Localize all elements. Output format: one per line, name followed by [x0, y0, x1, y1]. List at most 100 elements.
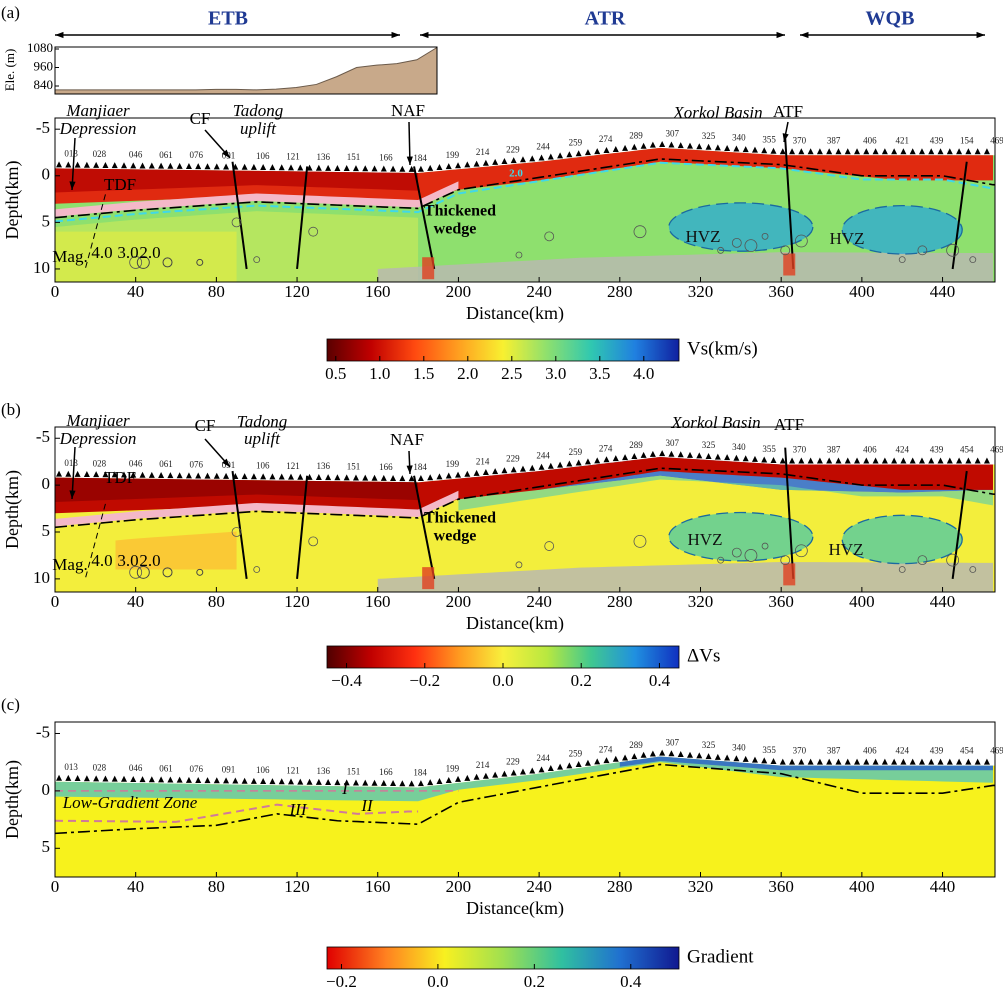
station-marker — [204, 777, 211, 784]
station-label: 370 — [793, 445, 807, 455]
station-marker — [826, 148, 833, 155]
station-marker — [510, 466, 517, 473]
station-marker — [742, 455, 749, 462]
y-axis-label: Ele. (m) — [2, 49, 17, 92]
colorbar-tick-label: −0.2 — [326, 972, 357, 991]
station-marker — [501, 467, 508, 474]
station-marker — [120, 162, 127, 169]
station-marker — [928, 758, 935, 765]
station-label: 199 — [446, 459, 460, 469]
station-marker — [742, 146, 749, 153]
hvz-patch — [668, 512, 813, 561]
station-marker — [909, 758, 916, 765]
earthquake — [544, 231, 555, 242]
station-marker — [325, 164, 332, 171]
annotation: II — [360, 796, 374, 815]
station-label: 406 — [863, 445, 877, 455]
station-marker — [492, 158, 499, 165]
x-tick-label: 320 — [688, 592, 714, 611]
station-marker — [158, 471, 165, 478]
colorbar-tick-label: −0.4 — [331, 671, 362, 690]
station-marker — [946, 148, 953, 155]
station-label: 307 — [666, 438, 680, 448]
station-marker — [918, 758, 925, 765]
axes-frame — [54, 721, 996, 878]
mag-legend-circle — [136, 565, 150, 579]
fault-zone — [422, 567, 435, 590]
panel-label: (a) — [1, 3, 20, 22]
station-marker — [835, 758, 842, 765]
station-marker — [575, 150, 582, 157]
station-label: 259 — [569, 749, 583, 759]
station-marker — [714, 453, 721, 460]
station-marker — [464, 774, 471, 781]
station-marker — [56, 161, 63, 168]
station-marker — [909, 457, 916, 464]
station-marker — [362, 474, 369, 481]
station-label: 214 — [476, 456, 490, 466]
earthquake — [946, 553, 960, 567]
mag-legend-circle — [162, 567, 173, 578]
station-marker — [482, 469, 489, 476]
station-marker — [417, 475, 424, 482]
station-marker — [835, 148, 842, 155]
annotation: wedge — [434, 221, 477, 238]
annotation: Thickened — [424, 510, 496, 527]
station-label: 028 — [93, 149, 107, 159]
station-label: 454 — [960, 746, 974, 756]
station-label: 166 — [379, 153, 393, 163]
station-marker — [185, 472, 192, 479]
station-marker — [213, 472, 220, 479]
station-marker — [900, 457, 907, 464]
station-marker — [983, 457, 990, 464]
basement-line — [55, 467, 995, 529]
earthquake — [731, 237, 742, 248]
station-marker — [779, 457, 786, 464]
station-marker — [223, 472, 230, 479]
mag-legend-circle — [196, 568, 204, 576]
earthquake — [761, 232, 769, 240]
station-marker — [362, 165, 369, 172]
station-marker — [566, 762, 573, 769]
earthquake — [544, 541, 555, 551]
station-marker — [928, 457, 935, 464]
station-label: 091 — [222, 765, 236, 775]
station-marker — [176, 162, 183, 169]
contour — [55, 161, 995, 223]
station-marker — [891, 758, 898, 765]
station-marker — [974, 457, 981, 464]
station-marker — [937, 148, 944, 155]
station-marker — [816, 758, 823, 765]
station-marker — [622, 454, 629, 461]
station-label: 214 — [476, 760, 490, 770]
annotation: wedge — [434, 528, 477, 545]
station-label: 151 — [347, 462, 361, 472]
station-marker — [649, 141, 656, 148]
earthquake — [969, 566, 977, 573]
station-marker — [464, 470, 471, 477]
station-label: 387 — [827, 135, 841, 145]
station-marker — [566, 460, 573, 467]
fault — [413, 166, 436, 270]
station-marker — [74, 775, 81, 782]
x-tick-label: 360 — [768, 592, 794, 611]
earthquake — [308, 226, 319, 237]
station-marker — [779, 148, 786, 155]
station-marker — [872, 148, 879, 155]
colorbar-tick-label: 2.5 — [501, 364, 522, 383]
station-marker — [315, 474, 322, 481]
annotation: TDF — [104, 175, 136, 194]
station-marker — [965, 148, 972, 155]
station-marker — [362, 779, 369, 786]
station-marker — [659, 140, 666, 147]
arrow-head — [55, 31, 64, 39]
station-marker — [371, 474, 378, 481]
station-marker — [334, 164, 341, 171]
x-tick-label: 160 — [365, 282, 391, 301]
station-marker — [139, 776, 146, 783]
station-marker — [575, 761, 582, 768]
velocity-field — [55, 138, 995, 282]
station-marker — [315, 778, 322, 785]
x-tick-label: 440 — [930, 592, 956, 611]
